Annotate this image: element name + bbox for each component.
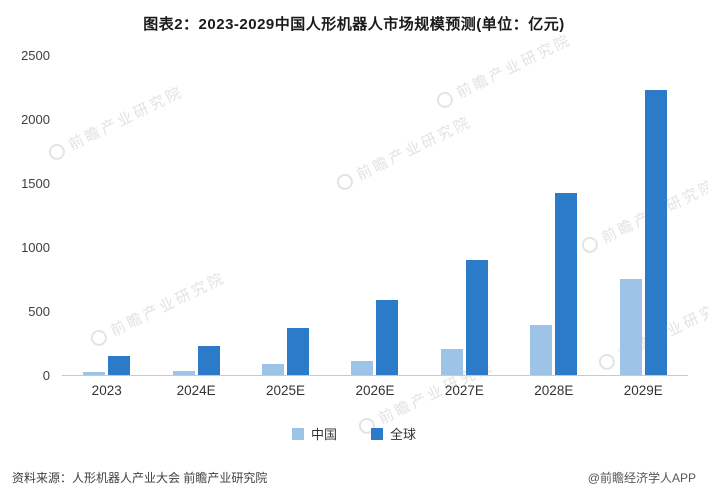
bar-china-2026e — [351, 360, 374, 375]
bar-group-2024e: 2024E — [172, 56, 220, 398]
legend-item-china: 中国 — [291, 424, 337, 443]
bar-global-2028e — [555, 193, 578, 375]
bar-group-2023: 2023 — [83, 56, 131, 398]
legend-swatch-global — [371, 427, 383, 440]
bars-row — [83, 356, 131, 375]
x-axis-label: 2029E — [623, 383, 663, 398]
bar-group-2028e: 2028E — [530, 56, 578, 398]
bar-global-2024e — [197, 345, 220, 375]
x-axis-label: 2023 — [91, 383, 122, 398]
bar-global-2029e — [644, 89, 667, 375]
y-axis-tick-label: 1000 — [21, 240, 50, 255]
bar-china-2028e — [530, 325, 553, 375]
bar-china-2023 — [83, 372, 106, 375]
bar-global-2025e — [287, 328, 310, 375]
legend-item-global: 全球 — [371, 424, 416, 443]
y-axis-tick-label: 2500 — [21, 48, 50, 63]
bars-row — [351, 300, 399, 375]
footer: 资料来源：人形机器人产业大会 前瞻产业研究院 @前瞻经济学人APP — [12, 469, 696, 486]
y-axis: 0 500 1000 1500 2000 2500 — [10, 48, 54, 383]
chart-area: 0 500 1000 1500 2000 2500 2023 2024E 2025E 2026E… — [10, 48, 694, 398]
x-axis-label: 2027E — [444, 383, 484, 398]
legend-label-global: 全球 — [390, 427, 417, 442]
bars-row — [262, 328, 310, 375]
bar-china-2024e — [172, 371, 195, 375]
y-axis-tick-label: 500 — [28, 304, 50, 319]
bar-global-2023 — [108, 356, 131, 375]
bar-global-2027e — [465, 259, 488, 375]
bar-china-2029e — [619, 279, 642, 375]
legend-swatch-china — [291, 427, 304, 440]
legend-label-china: 中国 — [310, 427, 337, 442]
bars-row — [172, 345, 220, 375]
bar-group-2026e: 2026E — [351, 56, 399, 398]
y-axis-tick-label: 0 — [42, 368, 50, 383]
bars-row — [530, 193, 578, 375]
bars-row — [619, 89, 667, 375]
x-axis-label: 2026E — [355, 383, 395, 398]
chart-title: 图表2：2023-2029中国人形机器人市场规模预测(单位：亿元) — [143, 16, 565, 33]
bar-china-2027e — [440, 349, 463, 375]
bar-china-2025e — [262, 364, 285, 375]
x-axis-label: 2025E — [266, 383, 306, 398]
bar-group-2025e: 2025E — [262, 56, 310, 398]
bar-global-2026e — [376, 300, 399, 375]
y-axis-tick-label: 2000 — [21, 112, 50, 127]
y-axis-tick-label: 1500 — [21, 176, 50, 191]
legend: 中国 全球 — [0, 424, 708, 443]
x-axis-label: 2028E — [534, 383, 574, 398]
bar-group-2029e: 2029E — [619, 56, 667, 398]
bars-row — [440, 259, 488, 375]
source-text: 资料来源：人形机器人产业大会 前瞻产业研究院 — [12, 471, 268, 485]
x-axis-label: 2024E — [176, 383, 216, 398]
bar-group-2027e: 2027E — [440, 56, 488, 398]
credit-text: @前瞻经济学人APP — [587, 471, 696, 485]
plot-area: 2023 2024E 2025E 2026E 2027E 2028E 2029E — [62, 56, 688, 398]
